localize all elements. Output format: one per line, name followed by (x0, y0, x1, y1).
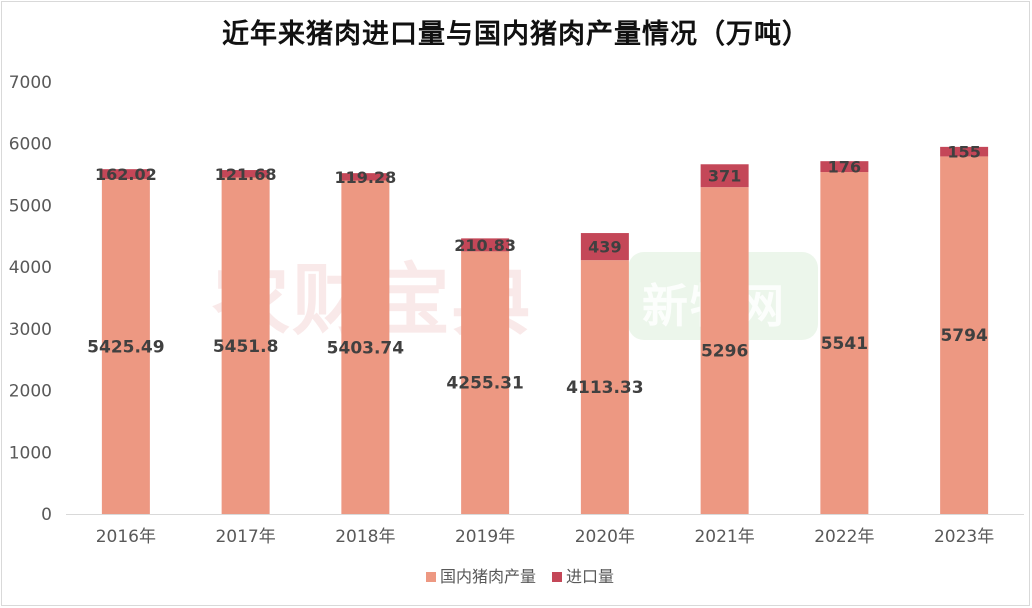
data-label-production: 5296 (701, 342, 748, 362)
data-label-import: 155 (947, 143, 980, 162)
bar-import (820, 161, 869, 173)
y-tick-label: 1000 (9, 443, 52, 463)
data-label-production: 5403.74 (327, 338, 405, 358)
bar-production (221, 177, 270, 514)
data-label-import: 119.28 (335, 168, 397, 187)
bar-import (580, 233, 629, 261)
y-tick-label: 6000 (9, 135, 52, 155)
data-label-production: 4255.31 (446, 374, 523, 394)
x-tick-label: 2017年 (215, 527, 275, 547)
bar-production (580, 260, 629, 514)
x-tick-label: 2020年 (575, 527, 635, 547)
data-label-import: 176 (828, 158, 861, 177)
bar-import (700, 164, 749, 188)
y-tick-label: 4000 (9, 258, 52, 278)
y-tick-label: 5000 (9, 196, 52, 216)
x-tick-label: 2016年 (96, 527, 156, 547)
y-tick-label: 3000 (9, 320, 52, 340)
x-tick-label: 2018年 (335, 527, 395, 547)
data-label-production: 5541 (821, 334, 868, 354)
y-tick-label: 0 (41, 505, 52, 525)
data-label-import: 439 (588, 238, 621, 257)
bar-production (700, 187, 749, 515)
bar-import (101, 169, 150, 180)
x-tick-label: 2019年 (455, 527, 515, 547)
bar-production (820, 172, 869, 514)
legend-label: 进口量 (566, 567, 614, 586)
data-label-import: 121.68 (215, 165, 277, 184)
bar-production (101, 179, 150, 515)
y-tick-label: 7000 (9, 73, 52, 93)
bar-production (341, 180, 390, 515)
x-tick-label: 2021年 (694, 527, 754, 547)
legend-swatch (426, 572, 436, 582)
data-label-import: 210.83 (454, 236, 516, 255)
data-label-production: 4113.33 (566, 378, 643, 398)
bar-import (221, 170, 270, 178)
bar-import (341, 173, 390, 181)
bar-production (940, 156, 989, 514)
y-tick-label: 2000 (9, 382, 52, 402)
bar-import (461, 238, 510, 252)
data-label-production: 5425.49 (87, 338, 164, 358)
data-label-production: 5794 (940, 326, 987, 346)
x-tick-label: 2023年 (934, 527, 994, 547)
data-label-production: 5451.8 (213, 337, 279, 357)
data-label-import: 162.02 (95, 165, 157, 184)
x-tick-label: 2022年 (814, 527, 874, 547)
legend-swatch (552, 572, 562, 582)
chart-title: 近年来猪肉进口量与国内猪肉产量情况（万吨） (222, 19, 810, 50)
legend-label: 国内猪肉产量 (440, 567, 536, 586)
bar-production (461, 251, 510, 514)
bar-import (940, 146, 989, 157)
data-label-import: 371 (708, 167, 741, 186)
